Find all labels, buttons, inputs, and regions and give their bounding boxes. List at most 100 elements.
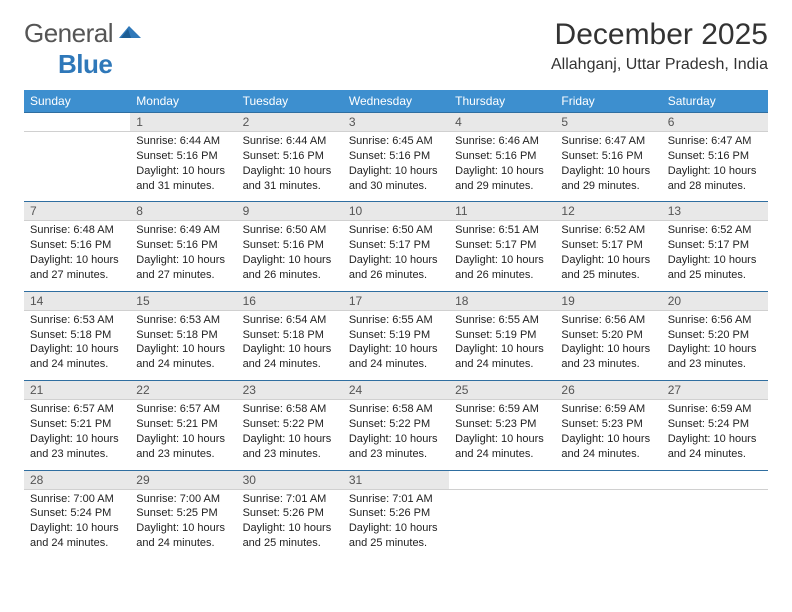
date-cell: 22 <box>130 381 236 400</box>
detail-cell: Sunrise: 6:50 AMSunset: 5:17 PMDaylight:… <box>343 221 449 291</box>
title-block: December 2025 Allahganj, Uttar Pradesh, … <box>551 18 768 74</box>
date-cell: 4 <box>449 113 555 132</box>
date-row: 123456 <box>24 113 768 132</box>
daylight-text: Daylight: 10 hours and 24 minutes. <box>243 342 337 372</box>
detail-cell: Sunrise: 6:52 AMSunset: 5:17 PMDaylight:… <box>662 221 768 291</box>
detail-cell: Sunrise: 6:57 AMSunset: 5:21 PMDaylight:… <box>130 400 236 470</box>
sunset-text: Sunset: 5:25 PM <box>136 506 230 521</box>
detail-cell: Sunrise: 6:55 AMSunset: 5:19 PMDaylight:… <box>449 310 555 380</box>
date-row: 14151617181920 <box>24 291 768 310</box>
sunset-text: Sunset: 5:18 PM <box>136 328 230 343</box>
sunset-text: Sunset: 5:16 PM <box>668 149 762 164</box>
date-cell: 9 <box>237 202 343 221</box>
detail-cell <box>662 489 768 559</box>
logo-word2: Blue <box>58 49 112 79</box>
date-cell: 3 <box>343 113 449 132</box>
dayname-cell: Sunday <box>24 90 130 113</box>
detail-cell: Sunrise: 6:59 AMSunset: 5:23 PMDaylight:… <box>449 400 555 470</box>
date-cell: 5 <box>555 113 661 132</box>
daylight-text: Daylight: 10 hours and 25 minutes. <box>561 253 655 283</box>
date-cell: 23 <box>237 381 343 400</box>
date-cell: 11 <box>449 202 555 221</box>
sunset-text: Sunset: 5:16 PM <box>30 238 124 253</box>
sunrise-text: Sunrise: 6:56 AM <box>561 313 655 328</box>
detail-cell: Sunrise: 6:55 AMSunset: 5:19 PMDaylight:… <box>343 310 449 380</box>
sunset-text: Sunset: 5:22 PM <box>243 417 337 432</box>
date-cell: 19 <box>555 291 661 310</box>
daylight-text: Daylight: 10 hours and 25 minutes. <box>668 253 762 283</box>
daylight-text: Daylight: 10 hours and 24 minutes. <box>668 432 762 462</box>
daylight-text: Daylight: 10 hours and 24 minutes. <box>561 432 655 462</box>
date-cell: 8 <box>130 202 236 221</box>
sunset-text: Sunset: 5:26 PM <box>349 506 443 521</box>
sunrise-text: Sunrise: 6:52 AM <box>561 223 655 238</box>
detail-cell: Sunrise: 6:46 AMSunset: 5:16 PMDaylight:… <box>449 132 555 202</box>
detail-cell: Sunrise: 6:53 AMSunset: 5:18 PMDaylight:… <box>24 310 130 380</box>
month-title: December 2025 <box>551 18 768 52</box>
sunrise-text: Sunrise: 6:50 AM <box>243 223 337 238</box>
sunrise-text: Sunrise: 6:53 AM <box>30 313 124 328</box>
daylight-text: Daylight: 10 hours and 30 minutes. <box>349 164 443 194</box>
detail-cell: Sunrise: 6:54 AMSunset: 5:18 PMDaylight:… <box>237 310 343 380</box>
daylight-text: Daylight: 10 hours and 26 minutes. <box>349 253 443 283</box>
detail-cell: Sunrise: 6:59 AMSunset: 5:23 PMDaylight:… <box>555 400 661 470</box>
date-cell: 16 <box>237 291 343 310</box>
daylight-text: Daylight: 10 hours and 26 minutes. <box>455 253 549 283</box>
sunset-text: Sunset: 5:23 PM <box>455 417 549 432</box>
sunrise-text: Sunrise: 6:47 AM <box>668 134 762 149</box>
daylight-text: Daylight: 10 hours and 24 minutes. <box>136 342 230 372</box>
sunset-text: Sunset: 5:16 PM <box>349 149 443 164</box>
sunrise-text: Sunrise: 7:01 AM <box>349 492 443 507</box>
date-cell: 12 <box>555 202 661 221</box>
daylight-text: Daylight: 10 hours and 31 minutes. <box>243 164 337 194</box>
sunset-text: Sunset: 5:19 PM <box>455 328 549 343</box>
date-cell: 24 <box>343 381 449 400</box>
sunrise-text: Sunrise: 6:53 AM <box>136 313 230 328</box>
date-cell <box>449 470 555 489</box>
sunrise-text: Sunrise: 6:44 AM <box>136 134 230 149</box>
sunrise-text: Sunrise: 6:49 AM <box>136 223 230 238</box>
detail-cell: Sunrise: 6:50 AMSunset: 5:16 PMDaylight:… <box>237 221 343 291</box>
sunset-text: Sunset: 5:23 PM <box>561 417 655 432</box>
sunrise-text: Sunrise: 7:01 AM <box>243 492 337 507</box>
dayname-cell: Friday <box>555 90 661 113</box>
date-cell <box>555 470 661 489</box>
date-cell <box>24 113 130 132</box>
daylight-text: Daylight: 10 hours and 27 minutes. <box>136 253 230 283</box>
date-cell: 2 <box>237 113 343 132</box>
sunrise-text: Sunrise: 6:47 AM <box>561 134 655 149</box>
detail-cell: Sunrise: 6:56 AMSunset: 5:20 PMDaylight:… <box>555 310 661 380</box>
detail-cell: Sunrise: 7:00 AMSunset: 5:24 PMDaylight:… <box>24 489 130 559</box>
detail-cell: Sunrise: 7:01 AMSunset: 5:26 PMDaylight:… <box>343 489 449 559</box>
sunrise-text: Sunrise: 6:59 AM <box>455 402 549 417</box>
sunrise-text: Sunrise: 6:51 AM <box>455 223 549 238</box>
date-cell: 6 <box>662 113 768 132</box>
sunset-text: Sunset: 5:24 PM <box>30 506 124 521</box>
date-cell: 25 <box>449 381 555 400</box>
detail-cell: Sunrise: 6:59 AMSunset: 5:24 PMDaylight:… <box>662 400 768 470</box>
date-row: 21222324252627 <box>24 381 768 400</box>
sunrise-text: Sunrise: 7:00 AM <box>30 492 124 507</box>
detail-row: Sunrise: 6:53 AMSunset: 5:18 PMDaylight:… <box>24 310 768 380</box>
sunrise-text: Sunrise: 6:58 AM <box>349 402 443 417</box>
sunrise-text: Sunrise: 6:58 AM <box>243 402 337 417</box>
daylight-text: Daylight: 10 hours and 29 minutes. <box>561 164 655 194</box>
detail-cell: Sunrise: 6:44 AMSunset: 5:16 PMDaylight:… <box>130 132 236 202</box>
sunset-text: Sunset: 5:16 PM <box>561 149 655 164</box>
header: General Blue December 2025 Allahganj, Ut… <box>24 18 768 80</box>
date-cell: 10 <box>343 202 449 221</box>
sunset-text: Sunset: 5:19 PM <box>349 328 443 343</box>
date-cell: 26 <box>555 381 661 400</box>
sunset-text: Sunset: 5:16 PM <box>455 149 549 164</box>
date-cell: 27 <box>662 381 768 400</box>
detail-cell: Sunrise: 7:00 AMSunset: 5:25 PMDaylight:… <box>130 489 236 559</box>
sunset-text: Sunset: 5:17 PM <box>349 238 443 253</box>
sunset-text: Sunset: 5:16 PM <box>243 238 337 253</box>
calendar-table: SundayMondayTuesdayWednesdayThursdayFrid… <box>24 90 768 559</box>
location: Allahganj, Uttar Pradesh, India <box>551 56 768 74</box>
daylight-text: Daylight: 10 hours and 24 minutes. <box>455 432 549 462</box>
detail-cell: Sunrise: 6:53 AMSunset: 5:18 PMDaylight:… <box>130 310 236 380</box>
sunset-text: Sunset: 5:21 PM <box>30 417 124 432</box>
daylight-text: Daylight: 10 hours and 29 minutes. <box>455 164 549 194</box>
detail-cell: Sunrise: 6:47 AMSunset: 5:16 PMDaylight:… <box>555 132 661 202</box>
